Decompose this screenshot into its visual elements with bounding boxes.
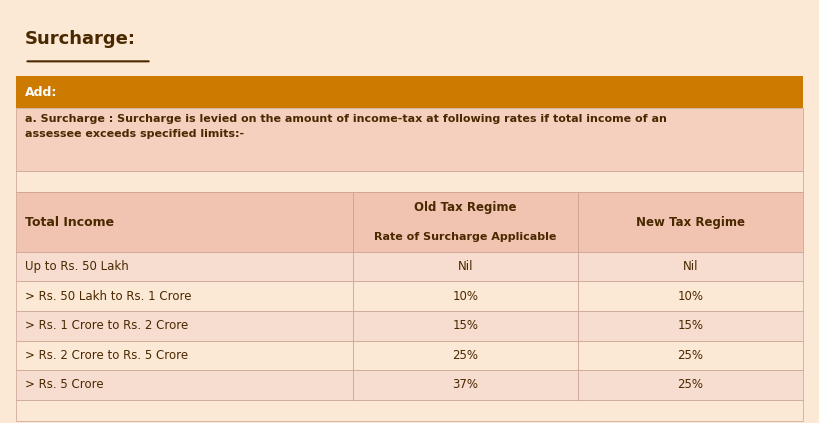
FancyBboxPatch shape bbox=[577, 252, 803, 281]
FancyBboxPatch shape bbox=[16, 370, 353, 400]
FancyBboxPatch shape bbox=[577, 341, 803, 370]
FancyBboxPatch shape bbox=[16, 171, 803, 192]
FancyBboxPatch shape bbox=[353, 311, 577, 341]
Text: Old Tax Regime: Old Tax Regime bbox=[414, 201, 517, 214]
Text: > Rs. 5 Crore: > Rs. 5 Crore bbox=[25, 379, 103, 391]
FancyBboxPatch shape bbox=[16, 400, 803, 421]
FancyBboxPatch shape bbox=[16, 108, 803, 171]
FancyBboxPatch shape bbox=[16, 76, 803, 108]
Text: Add:: Add: bbox=[25, 85, 57, 99]
Text: 10%: 10% bbox=[677, 290, 704, 302]
Text: Up to Rs. 50 Lakh: Up to Rs. 50 Lakh bbox=[25, 260, 129, 273]
FancyBboxPatch shape bbox=[353, 252, 577, 281]
Text: 10%: 10% bbox=[452, 290, 478, 302]
FancyBboxPatch shape bbox=[353, 281, 577, 311]
Text: 25%: 25% bbox=[452, 349, 478, 362]
FancyBboxPatch shape bbox=[16, 252, 353, 281]
Text: New Tax Regime: New Tax Regime bbox=[636, 216, 744, 228]
FancyBboxPatch shape bbox=[353, 192, 577, 252]
Text: 15%: 15% bbox=[452, 319, 478, 332]
Text: Rate of Surcharge Applicable: Rate of Surcharge Applicable bbox=[374, 232, 557, 242]
FancyBboxPatch shape bbox=[577, 281, 803, 311]
Text: 15%: 15% bbox=[677, 319, 704, 332]
FancyBboxPatch shape bbox=[16, 192, 353, 252]
FancyBboxPatch shape bbox=[577, 192, 803, 252]
FancyBboxPatch shape bbox=[353, 341, 577, 370]
FancyBboxPatch shape bbox=[577, 311, 803, 341]
Text: Nil: Nil bbox=[458, 260, 473, 273]
Text: > Rs. 1 Crore to Rs. 2 Crore: > Rs. 1 Crore to Rs. 2 Crore bbox=[25, 319, 188, 332]
Text: a. Surcharge : Surcharge is levied on the amount of income-tax at following rate: a. Surcharge : Surcharge is levied on th… bbox=[25, 114, 667, 139]
FancyBboxPatch shape bbox=[16, 341, 353, 370]
FancyBboxPatch shape bbox=[577, 370, 803, 400]
Text: > Rs. 50 Lakh to Rs. 1 Crore: > Rs. 50 Lakh to Rs. 1 Crore bbox=[25, 290, 191, 302]
Text: Total Income: Total Income bbox=[25, 216, 114, 228]
Text: Nil: Nil bbox=[682, 260, 698, 273]
Text: > Rs. 2 Crore to Rs. 5 Crore: > Rs. 2 Crore to Rs. 5 Crore bbox=[25, 349, 188, 362]
FancyBboxPatch shape bbox=[353, 370, 577, 400]
Text: Surcharge:: Surcharge: bbox=[25, 30, 136, 48]
Text: 25%: 25% bbox=[677, 379, 704, 391]
FancyBboxPatch shape bbox=[16, 311, 353, 341]
Text: 25%: 25% bbox=[677, 349, 704, 362]
Text: 37%: 37% bbox=[452, 379, 478, 391]
FancyBboxPatch shape bbox=[16, 281, 353, 311]
